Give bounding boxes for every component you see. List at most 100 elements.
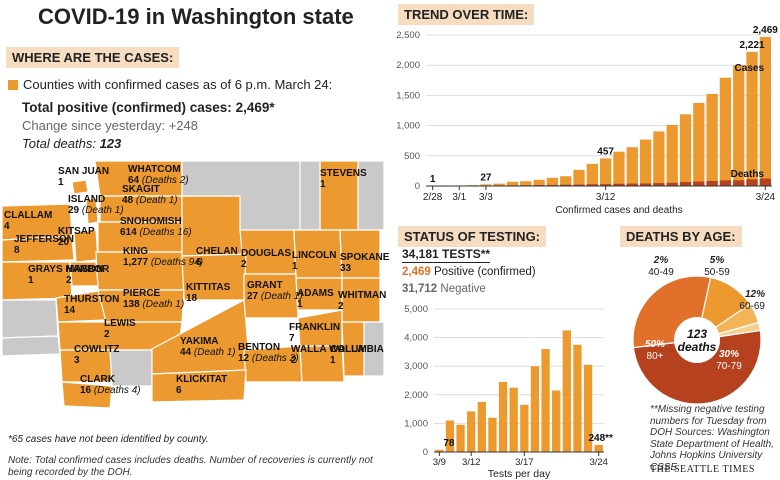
county-name: SKAGIT (122, 184, 160, 195)
cases-bar (693, 102, 705, 186)
county-label: BENTON 12 (Deaths 2) (238, 342, 299, 364)
positive-tests-label: Positive (confirmed) (433, 266, 536, 278)
county-label: ADAMS 1 (297, 288, 334, 310)
tests-bar (573, 344, 582, 452)
county-name: JEFFERSON (14, 234, 74, 245)
pie-pct-label: 5% (710, 255, 725, 266)
county-cases: 1 (320, 179, 326, 190)
county-name: DOUGLAS (241, 248, 291, 259)
county-label: JEFFERSON 8 (14, 234, 74, 256)
county-cases: 3 (74, 355, 80, 366)
y-tick-label: 1,000 (396, 121, 420, 132)
deaths-bar (759, 178, 772, 186)
county-deaths: (Deaths 94) (151, 257, 203, 268)
county-cases: 138 (123, 299, 142, 310)
cases-bar (653, 131, 665, 186)
deaths-bar (653, 183, 665, 186)
x-tick-label: 3/12 (596, 192, 616, 203)
county-label: ISLAND 29 (Death 1) (68, 194, 124, 216)
county-jefferson (1, 235, 75, 263)
county-label: WALLA WALLA 2 (291, 344, 365, 366)
county-cases: 16 (80, 385, 94, 396)
cases-bar (626, 147, 638, 186)
county-cases: 1 (28, 275, 34, 286)
county-cases: 64 (128, 175, 142, 186)
y-tick-label: 3,000 (404, 361, 428, 372)
series-label-cases: Cases (735, 63, 765, 74)
total-cases-label: Total positive (confirmed) cases: (22, 100, 236, 115)
county-label: LINCOLN 1 (292, 250, 336, 272)
cases-bar (746, 51, 758, 187)
x-tick-label: 3/24 (589, 457, 608, 468)
pie-pct-label: 2% (653, 255, 669, 266)
change-label: Change since yesterday: (22, 118, 169, 133)
county-cases: 27 (247, 291, 261, 302)
tests-bar (562, 330, 571, 452)
y-tick-label: 1,500 (396, 90, 420, 101)
x-tick-label: 2/28 (423, 192, 443, 203)
testing-header: STATUS OF TESTING: (398, 226, 547, 247)
x-tick-label: 3/24 (756, 192, 776, 203)
pie-center-number: 123 (687, 327, 707, 341)
county-name: LEWIS (104, 318, 136, 329)
county-cases: 18 (186, 293, 198, 304)
positive-tests: 2,469 Positive (confirmed) (402, 266, 536, 278)
negative-tests: 31,712 Negative (402, 283, 486, 295)
deaths-bar (719, 180, 732, 186)
county-cases: 2 (241, 259, 247, 270)
pie-age-label: 50-59 (704, 267, 730, 278)
deaths-bar (706, 180, 718, 186)
county-name: SAN JUAN (58, 166, 109, 177)
tests-bar (594, 444, 603, 452)
county-deaths: (Death 1) (82, 205, 124, 216)
county-label: KLICKITAT 6 (176, 374, 227, 396)
cases-bar (506, 181, 519, 186)
data-label: 457 (597, 146, 614, 157)
x-tick-label: 3/9 (433, 457, 446, 468)
pie-pct-label: 30% (719, 349, 739, 360)
negative-tests-label: Negative (440, 283, 486, 295)
county-name: STEVENS (320, 168, 367, 179)
x-tick-label: 3/1 (452, 192, 466, 203)
y-tick-label: 5,000 (404, 304, 428, 315)
county-label: LEWIS 2 (104, 318, 136, 340)
deaths-bar (560, 184, 572, 186)
tests-per-day-chart: 0 1,000 2,000 3,000 4,000 5,000 3/9 3/12 3/17 3/2… (404, 304, 613, 480)
county-label: KITTITAS 18 (186, 282, 231, 304)
county-deaths: (Deaths 2) (142, 175, 189, 186)
county-name: SNOHOMISH (120, 216, 182, 227)
tests-bar (520, 404, 529, 452)
county-name: COWLITZ (74, 344, 120, 355)
series-label-deaths: Deaths (731, 169, 765, 180)
cases-header: WHERE ARE THE CASES: (6, 47, 180, 68)
cases-bar (719, 77, 732, 186)
county-label: FRANKLIN 7 (289, 322, 340, 344)
total-deaths: Total deaths: 123 (22, 136, 121, 151)
pie-center-hole (674, 317, 720, 363)
tests-bar (583, 364, 593, 452)
deaths-bar (573, 184, 585, 186)
county-name: GRANT (247, 280, 283, 291)
cases-bar (733, 65, 745, 186)
county-cases: 8 (14, 245, 20, 256)
cases-bar (586, 163, 599, 186)
county-name: PIERCE (123, 288, 161, 299)
county-name: ISLAND (68, 194, 105, 205)
x-tick-label: 3/3 (479, 192, 493, 203)
county-name: WHITMAN (338, 290, 386, 301)
county-name: YAKIMA (180, 336, 219, 347)
county-label: CLALLAM 4 (4, 210, 52, 232)
county-label: PIERCE 138 (Death 1) (123, 288, 184, 310)
tests-bar (552, 390, 561, 452)
county-klickitat (151, 369, 247, 403)
county-name: GRAYS HARBOR (28, 264, 110, 275)
county-cases: 614 (120, 227, 139, 238)
cases-bar (520, 181, 532, 186)
county-san-juan (71, 179, 89, 195)
deaths-bar (679, 182, 692, 186)
county-label: MASON 2 (66, 264, 103, 286)
trend-header: TREND OVER TIME: (398, 4, 535, 25)
county-name: CLARK (80, 374, 116, 385)
county-name: THURSTON (64, 294, 119, 305)
county-garfield (363, 321, 385, 377)
